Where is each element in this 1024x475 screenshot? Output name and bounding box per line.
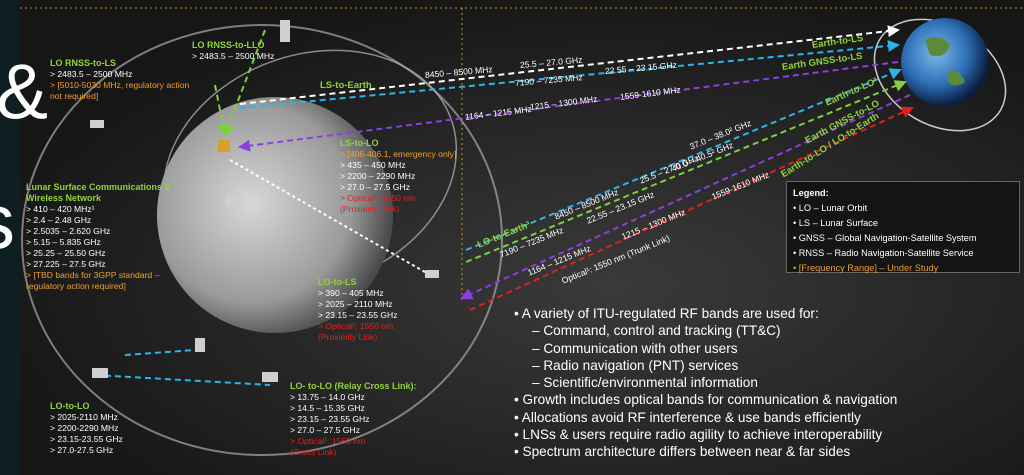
sub-bullet: Command, control and tracking (TT&C) <box>514 322 897 339</box>
arrow <box>95 375 270 385</box>
block-line: > 410 – 420 MHz¹ <box>26 204 198 215</box>
sub-bullet: Communication with other users <box>514 340 897 357</box>
block-line: > 2.5035 – 2.620 GHz <box>26 226 198 237</box>
block-line: (Cross Link) <box>290 447 450 458</box>
block-line: > Optical¹: 1550 nm <box>318 321 438 332</box>
block-line: > 2.4 – 2.48 GHz <box>26 215 198 226</box>
block-line: (Proximity Link) <box>318 332 438 343</box>
satellite <box>262 372 278 382</box>
link-block: Lunar Surface Communications & Wireless … <box>26 182 198 292</box>
block-line: > 2200 – 2290 MHz <box>340 171 480 182</box>
block-line: > 390 – 405 MHz <box>318 288 438 299</box>
block-line: > Optical¹: 1550 nm <box>290 436 450 447</box>
block-line: > 23.15 – 23.55 GHz <box>318 310 438 321</box>
legend-item: [Frequency Range] – Under Study <box>793 261 1013 276</box>
block-title: LS-to-LO <box>340 138 480 149</box>
link-label: LS-to-Earth <box>320 80 372 91</box>
block-line: > 2200-2290 MHz <box>50 423 170 434</box>
legend: Legend: LO – Lunar Orbit LS – Lunar Surf… <box>786 181 1020 273</box>
legend-item: LS – Lunar Surface <box>793 216 1013 231</box>
block-title: LO-to-LS <box>318 277 438 288</box>
legend-title: Legend: <box>793 186 1013 201</box>
block-line: > 14.5 – 15.35 GHz <box>290 403 450 414</box>
block-line: > 23.15 – 23.55 GHz <box>290 414 450 425</box>
block-line: > [TBD bands for 3GPP standard – regulat… <box>26 270 198 292</box>
arrow <box>125 350 195 355</box>
block-line: > 2483.5 – 2500 MHz <box>192 51 322 62</box>
slide: & s LO RNSS-to-LS> 2483.5 – 2500 MHz> [5… <box>0 0 1024 475</box>
satellite <box>280 20 290 42</box>
bullet-list: A variety of ITU-regulated RF bands are … <box>514 305 897 461</box>
block-line: > [406-406.1, emergency only] <box>340 149 480 160</box>
legend-item: GNSS – Global Navigation-Satellite Syste… <box>793 231 1013 246</box>
link-block: LO RNSS-to-LS> 2483.5 – 2500 MHz> [5010-… <box>50 58 200 102</box>
link-block: LO RNSS-to-LLO> 2483.5 – 2500 MHz <box>192 40 322 62</box>
satellite <box>90 120 104 128</box>
link-block: LO-to-LO> 2025-2110 MHz> 2200-2290 MHz> … <box>50 401 170 456</box>
title-fragment: s <box>0 182 15 260</box>
link-block: LS-to-LO> [406-406.1, emergency only]> 4… <box>340 138 480 215</box>
bullet: LNSs & users require radio agility to ac… <box>514 426 897 443</box>
bullet: Spectrum architecture differs between ne… <box>514 443 897 460</box>
block-line: > 27.225 – 27.5 GHz <box>26 259 198 270</box>
block-line: > 23.15-23.55 GHz <box>50 434 170 445</box>
rover <box>225 195 241 205</box>
block-line: > 27.0 – 27.5 GHz <box>340 182 480 193</box>
legend-item: RNSS – Radio Navigation-Satellite Servic… <box>793 246 1013 261</box>
sub-bullet: Scientific/environmental information <box>514 374 897 391</box>
block-line: > 27.0 – 27.5 GHz <box>290 425 450 436</box>
satellite <box>92 368 108 378</box>
bullet: A variety of ITU-regulated RF bands are … <box>514 305 897 322</box>
block-title: LO RNSS-to-LS <box>50 58 200 69</box>
block-line: > 2025 – 2110 MHz <box>318 299 438 310</box>
bullet: Growth includes optical bands for commun… <box>514 391 897 408</box>
link-block: LO-to-LS> 390 – 405 MHz> 2025 – 2110 MHz… <box>318 277 438 343</box>
block-line: > 25.25 – 25.50 GHz <box>26 248 198 259</box>
title-fragment: & <box>0 52 48 130</box>
block-title: LO RNSS-to-LLO <box>192 40 322 51</box>
block-line: > 5.15 – 5.835 GHz <box>26 237 198 248</box>
habitat <box>195 338 205 352</box>
lander <box>218 140 230 152</box>
earth <box>901 18 989 106</box>
block-line: > [5010-5030 MHz, regulatory action not … <box>50 80 200 102</box>
block-line: > 435 – 450 MHz <box>340 160 480 171</box>
block-line: > 13.75 – 14.0 GHz <box>290 392 450 403</box>
block-title: LO-to-LO <box>50 401 170 412</box>
block-title: LO- to-LO (Relay Cross Link): <box>290 381 450 392</box>
block-title: Lunar Surface Communications & Wireless … <box>26 182 198 204</box>
legend-item: LO – Lunar Orbit <box>793 201 1013 216</box>
block-line: > 2483.5 – 2500 MHz <box>50 69 200 80</box>
bullet: Allocations avoid RF interference & use … <box>514 409 897 426</box>
sub-bullet: Radio navigation (PNT) services <box>514 357 897 374</box>
link-block: LO- to-LO (Relay Cross Link):> 13.75 – 1… <box>290 381 450 458</box>
block-line: > 2025-2110 MHz <box>50 412 170 423</box>
block-line: > 27.0-27.5 GHz <box>50 445 170 456</box>
block-line: (Proximity Link) <box>340 204 480 215</box>
block-line: > Optical¹: 1550 nm <box>340 193 480 204</box>
